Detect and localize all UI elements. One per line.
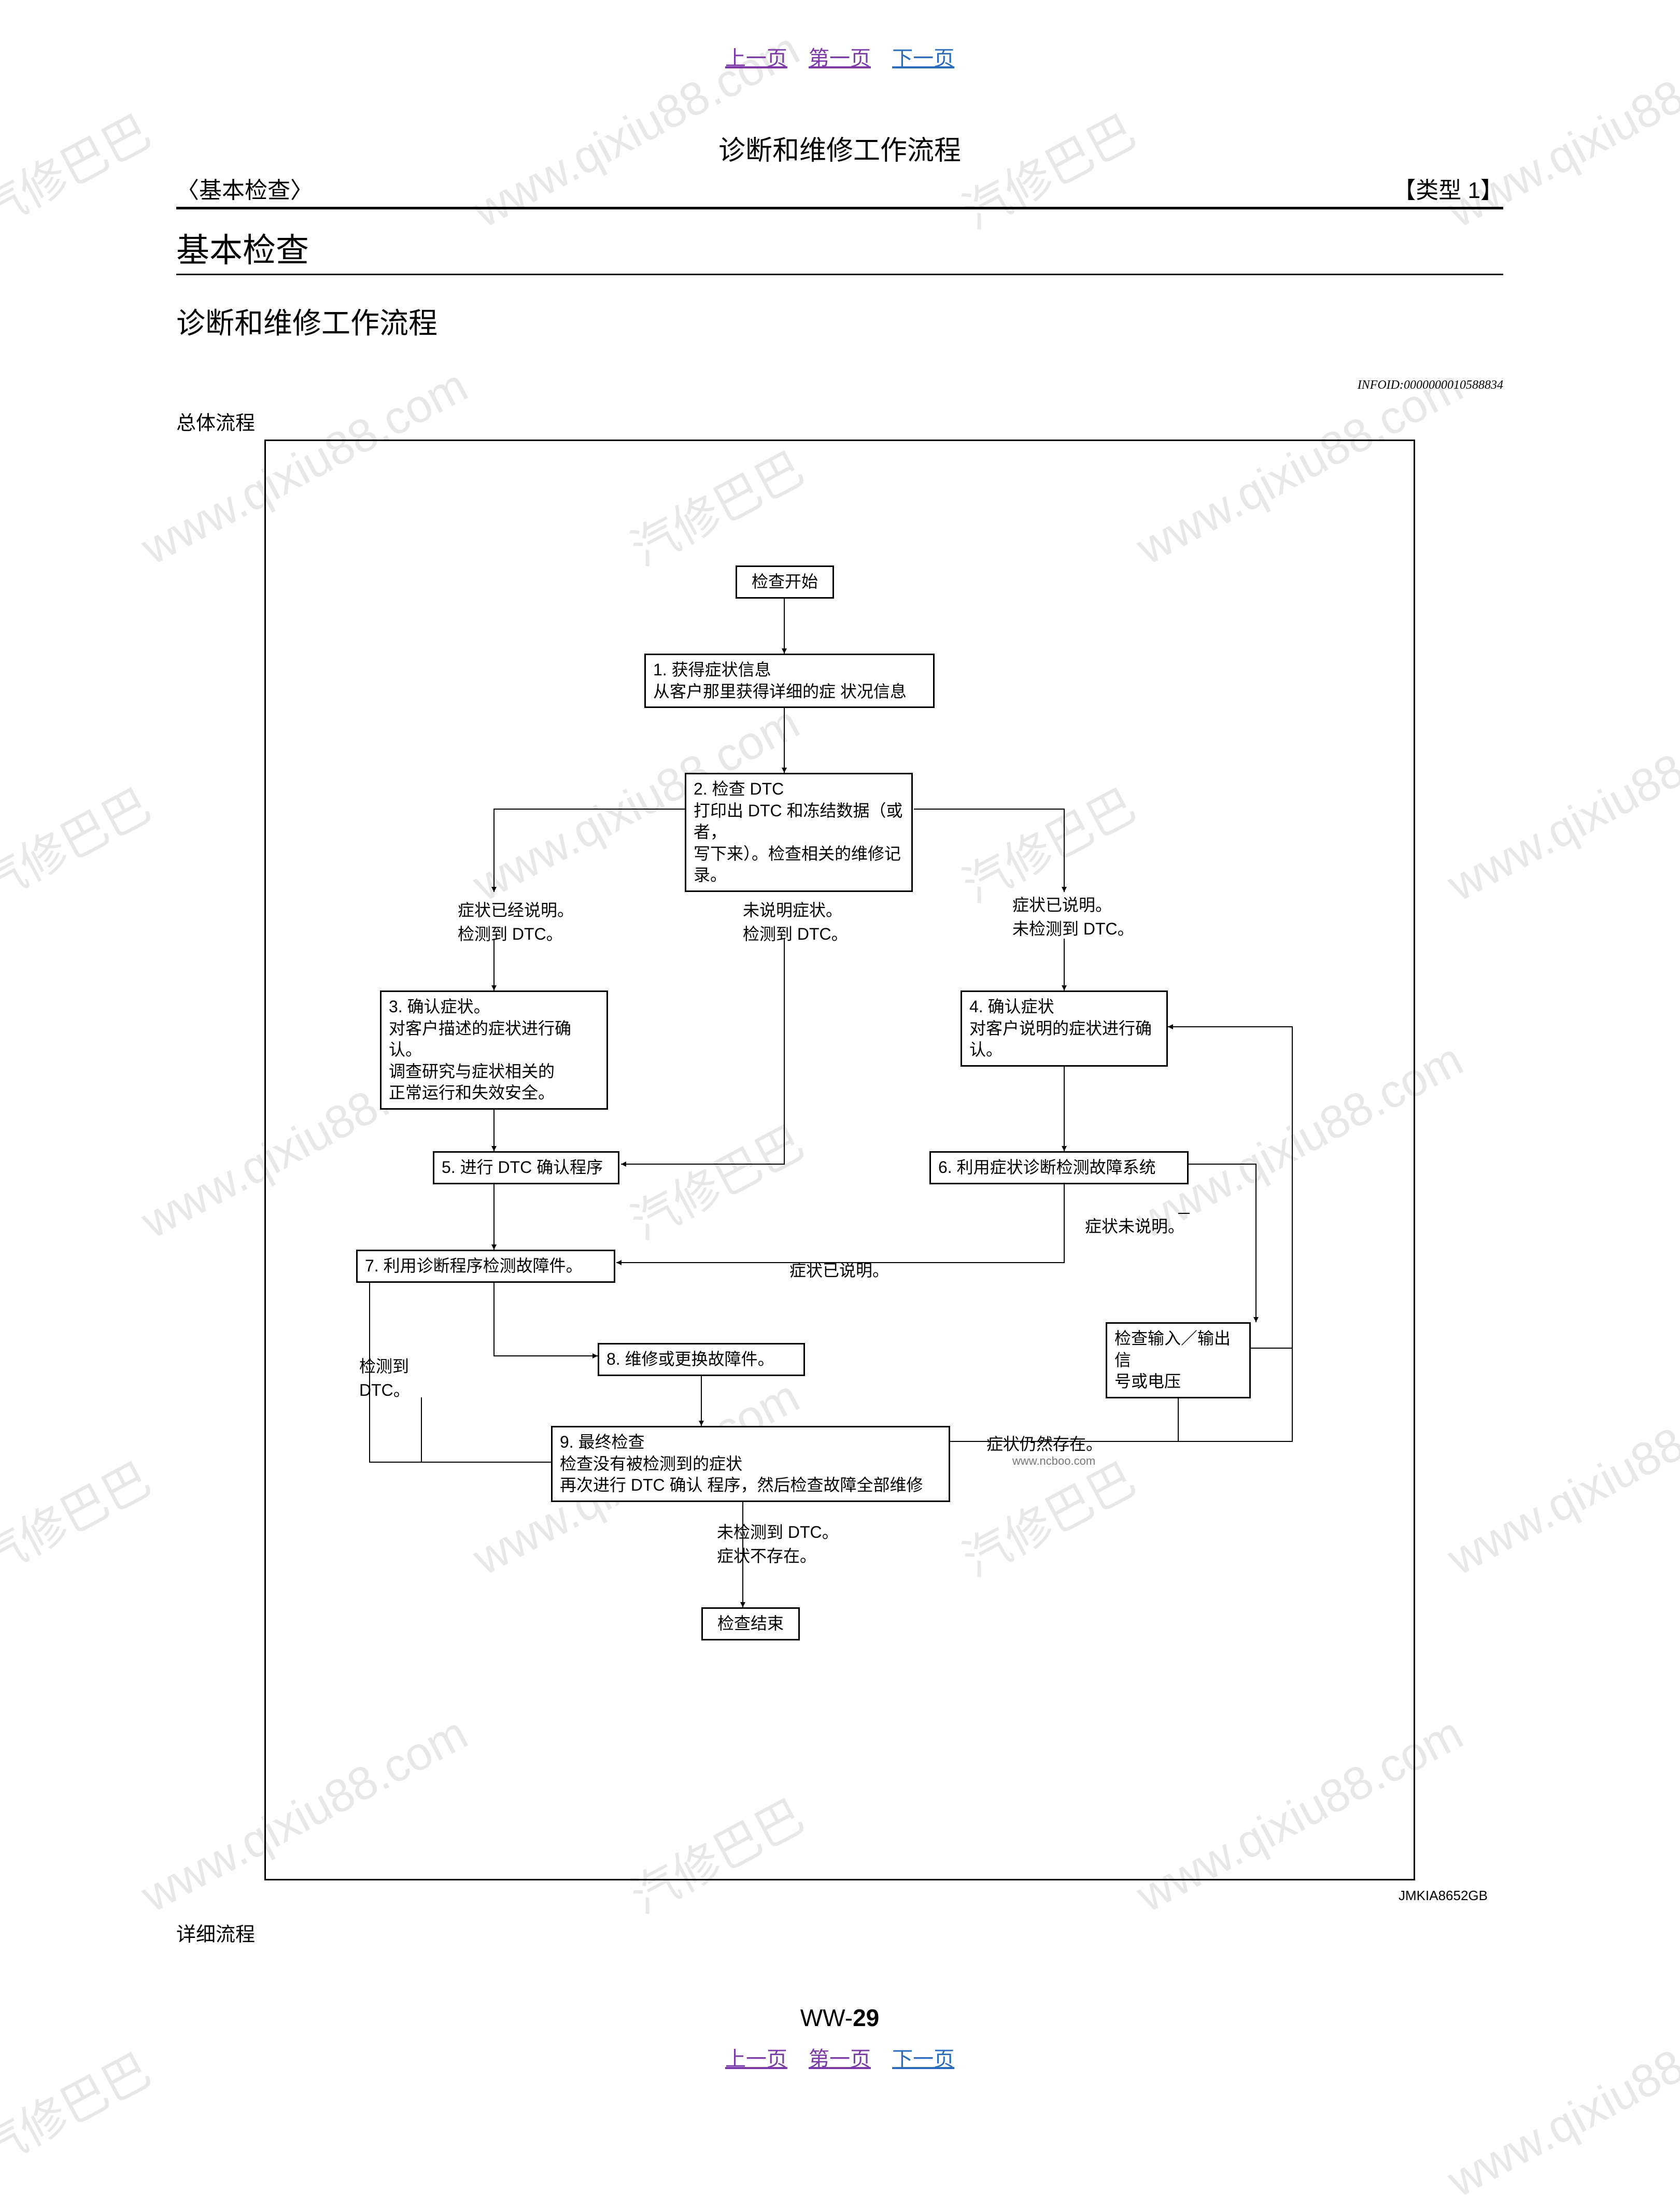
page-num-val: 29 <box>853 2004 879 2031</box>
figure-code: JMKIA8652GB <box>176 1888 1488 1904</box>
nav-first-link[interactable]: 第一页 <box>809 47 871 70</box>
flow-node-n1: 1. 获得症状信息 从客户那里获得详细的症 状况信息 <box>644 654 935 708</box>
nav-top: 上一页 第一页 下一页 <box>176 41 1503 72</box>
flow-node-end: 检查结束 <box>701 1607 800 1640</box>
flow-edge <box>1168 1027 1292 1348</box>
flow-node-n4: 4. 确认症状 对客户说明的症状进行确 认。 <box>961 990 1168 1067</box>
heading-1: 基本检查 <box>176 224 1503 272</box>
nav-next-link[interactable]: 下一页 <box>892 47 954 70</box>
h1-rule <box>176 274 1503 275</box>
page-content: 上一页 第一页 下一页 诊断和维修工作流程 〈基本检查〉 【类型 1】 基本检查… <box>176 41 1503 2072</box>
flow-node-chk: 检查输入／输出信 号或电压 <box>1106 1322 1251 1398</box>
page-prefix: WW- <box>800 2004 853 2031</box>
flow-label-lblA: 症状已经说明。 检测到 DTC。 <box>458 897 574 945</box>
flow-edge <box>494 809 686 892</box>
flow-label-lblB: 未说明症状。 检测到 DTC。 <box>743 897 848 945</box>
subhead-detail: 详细流程 <box>176 1918 1503 1947</box>
flow-label-lblF: 检测到 DTC。 <box>359 1353 410 1401</box>
watermark-text: 汽修巴巴 <box>0 95 160 242</box>
flow-label-lblH: 未检测到 DTC。 症状不存在。 <box>717 1519 839 1567</box>
flow-node-start: 检查开始 <box>736 565 834 599</box>
flow-edge <box>616 1178 1064 1263</box>
flow-label-lblG: 症状仍然存在。 <box>986 1431 1103 1455</box>
header-rule <box>176 207 1503 209</box>
heading-2: 诊断和维修工作流程 <box>176 300 1503 342</box>
flow-node-n9: 9. 最终检查 检查没有被检测到的症状 再次进行 DTC 确认 程序，然后检查故… <box>551 1426 950 1502</box>
section-header-row: 〈基本检查〉 【类型 1】 <box>176 172 1503 205</box>
flow-node-n6: 6. 利用症状诊断检测故障系统 <box>929 1151 1189 1184</box>
flow-edge <box>621 939 784 1164</box>
watermark-text: 汽修巴巴 <box>0 2033 160 2181</box>
section-left: 〈基本检查〉 <box>176 172 313 205</box>
flow-edge <box>1189 1164 1256 1322</box>
infoid: INFOID:0000000010588834 <box>176 378 1503 392</box>
nav-bottom: 上一页 第一页 下一页 <box>176 2042 1503 2072</box>
watermark-text: 汽修巴巴 <box>0 769 160 916</box>
flow-node-n3: 3. 确认症状。 对客户描述的症状进行确 认。 调查研究与症状相关的 正常运行和… <box>380 990 608 1110</box>
flow-node-n8: 8. 维修或更换故障件。 <box>598 1343 805 1376</box>
page-number: WW-29 <box>176 2004 1503 2032</box>
nav-first-link-bottom[interactable]: 第一页 <box>809 2048 871 2071</box>
subhead-overall: 总体流程 <box>176 407 1503 435</box>
nav-prev-link-bottom[interactable]: 上一页 <box>725 2048 787 2071</box>
flow-label-lblE: 症状未说明。 <box>1085 1213 1184 1237</box>
flow-edge <box>914 809 1064 892</box>
nav-prev-link[interactable]: 上一页 <box>725 47 787 70</box>
flow-label-lblUrl: www.ncboo.com <box>1012 1454 1095 1468</box>
nav-next-link-bottom[interactable]: 下一页 <box>892 2048 954 2071</box>
section-right: 【类型 1】 <box>1393 172 1503 205</box>
flow-edge <box>1251 1348 1292 1441</box>
flow-node-n5: 5. 进行 DTC 确认程序 <box>433 1151 619 1184</box>
flow-edge <box>494 1277 598 1356</box>
flow-node-n2: 2. 检查 DTC 打印出 DTC 和冻结数据（或者， 写下来）。检查相关的维修… <box>685 773 913 892</box>
page-title: 诊断和维修工作流程 <box>176 129 1503 167</box>
flowchart-frame: 检查开始 1. 获得症状信息 从客户那里获得详细的症 状况信息 2. 检查 DTC … <box>264 440 1415 1880</box>
flow-label-lblC: 症状已说明。 未检测到 DTC。 <box>1012 892 1134 940</box>
flow-label-lblD: 症状已说明。 <box>789 1257 889 1281</box>
flow-node-n7: 7. 利用诊断程序检测故障件。 <box>356 1250 615 1283</box>
watermark-text: 汽修巴巴 <box>0 1442 160 1590</box>
